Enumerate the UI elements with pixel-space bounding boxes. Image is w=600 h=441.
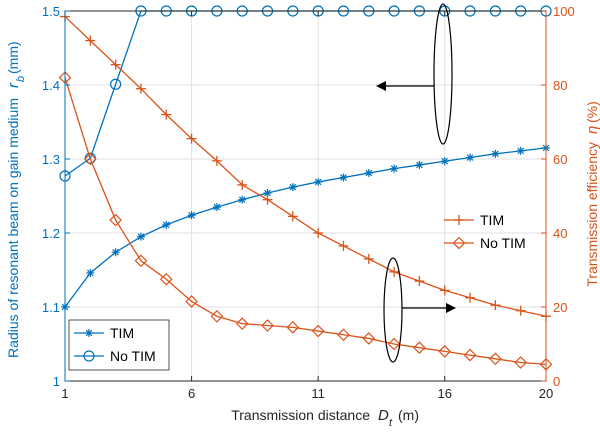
legend-left-label-tim: TIM — [110, 325, 134, 341]
point-tim-radius-18 — [517, 147, 525, 155]
point-tim-radius-10 — [314, 178, 322, 186]
x-tick-label-4: 20 — [539, 386, 553, 401]
y-left-tick-label-1: 1.1 — [42, 300, 60, 315]
y-left-tick-label-4: 1.4 — [42, 78, 60, 93]
point-tim-radius-17 — [491, 150, 499, 158]
x-axis-label: Transmission distance — [231, 407, 370, 423]
y-right-tick-label-1: 20 — [553, 300, 567, 315]
point-tim-radius-2 — [112, 248, 120, 256]
legend-left: TIM No TIM — [69, 320, 169, 370]
y-right-tick-label-0: 0 — [553, 374, 560, 389]
y-right-axis-symbol: η — [584, 126, 600, 134]
y-left-tick-label-3: 1.3 — [42, 152, 60, 167]
point-tim-radius-5 — [188, 211, 196, 219]
point-tim-radius-1 — [86, 269, 94, 277]
y-left-tick-label-5: 1.5 — [42, 4, 60, 19]
point-tim-radius-12 — [365, 169, 373, 177]
x-tick-label-2: 11 — [311, 386, 325, 401]
point-tim-radius-4 — [162, 221, 170, 229]
point-tim-radius-11 — [339, 174, 347, 182]
y-left-tick-label-0: 1 — [53, 374, 60, 389]
point-tim-radius-14 — [415, 161, 423, 169]
y-right-tick-label-2: 40 — [553, 226, 567, 241]
y-left-axis-subscript: b — [15, 76, 27, 82]
legend-right-label-notim: No TIM — [480, 235, 526, 251]
y-right-tick-label-3: 60 — [553, 152, 567, 167]
x-tick-label-1: 6 — [188, 386, 195, 401]
point-tim-radius-13 — [390, 165, 398, 173]
legend-right-label-tim: TIM — [480, 212, 504, 228]
point-tim-radius-16 — [466, 154, 474, 162]
point-tim-radius-6 — [213, 203, 221, 211]
y-right-axis-label: Transmission efficiency — [584, 142, 600, 287]
legend-left-marker-tim — [85, 329, 93, 337]
x-tick-label-3: 16 — [438, 386, 452, 401]
y-right-axis-label-group: Transmission efficiency η (%) — [584, 101, 600, 287]
x-axis-unit: (m) — [398, 407, 419, 423]
point-tim-radius-9 — [289, 183, 297, 191]
point-tim-radius-15 — [441, 157, 449, 165]
point-tim-radius-7 — [238, 196, 246, 204]
point-tim-radius-3 — [137, 233, 145, 241]
y-left-tick-label-2: 1.2 — [42, 226, 60, 241]
y-right-tick-label-4: 80 — [553, 78, 567, 93]
y-right-axis-unit: (%) — [584, 101, 600, 123]
y-right-tick-label-5: 100 — [553, 4, 575, 19]
legend-left-label-notim: No TIM — [110, 348, 156, 364]
y-left-axis-label: Radius of resonant beam on gain medium — [5, 98, 21, 358]
x-axis-symbol: D — [378, 407, 389, 424]
y-left-axis-unit: (mm) — [5, 41, 21, 74]
x-tick-label-0: 1 — [61, 386, 68, 401]
